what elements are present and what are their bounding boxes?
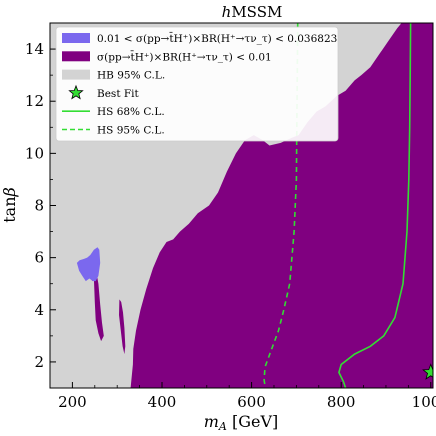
y-tick-label: 6 [34,249,44,267]
legend-star [68,84,84,100]
legend-swatch [62,51,90,62]
legend-label: σ(pp→t̄H⁺)×BR(H⁺→τν_τ) < 0.01 [97,50,272,63]
y-tick-label: 4 [34,301,44,319]
best-fit-marker [422,363,433,380]
hs-68-line [338,23,412,388]
best-fit-marker-layer [422,363,433,380]
sigma-low-main-region [130,23,433,388]
hs-95-line [263,23,299,388]
y-tick-label: 2 [34,353,44,371]
legend-box [55,26,339,142]
legend-label: HS 95% C.L. [97,125,165,137]
x-axis-label: mA [GeV] [204,412,279,433]
legend-swatch [62,33,90,43]
legend-item: HS 95% C.L. [62,125,165,137]
sigma-regions [76,23,433,388]
legend-item: HB 95% C.L. [62,69,165,82]
x-tick-label: 400 [148,393,177,411]
y-tick-label: 10 [25,144,44,162]
legend: 0.01 < σ(pp→t̄H⁺)×BR(H⁺→τν_τ) < 0.036823… [55,26,339,142]
x-tick-label: 200 [58,393,87,411]
sigma-low-island-3-region [119,299,126,355]
legend-label: Best Fit [97,88,140,100]
y-tick-label: 14 [25,40,44,58]
x-tick-label: 600 [237,393,266,411]
hs-contours [263,23,412,388]
x-tick-label: 1000 [412,393,436,411]
x-tick-label: 800 [327,393,356,411]
legend-item: HS 68% C.L. [62,106,165,118]
legend-swatch [62,69,90,80]
y-axis-label: tanβ [0,187,19,223]
chart-title: hMSSM [222,3,283,21]
y-tick-label: 12 [25,92,44,110]
legend-label: HB 95% C.L. [97,70,165,82]
x-axis: 200 400 600 800 1000 [49,382,436,411]
legend-item: σ(pp→t̄H⁺)×BR(H⁺→τν_τ) < 0.01 [62,50,272,63]
y-tick-label: 8 [34,197,44,215]
y-axis: 2 4 6 8 10 12 14 [25,22,56,389]
legend-label: HS 68% C.L. [97,106,165,118]
legend-item: 0.01 < σ(pp→t̄H⁺)×BR(H⁺→τν_τ) < 0.036823 [62,32,337,45]
legend-label: 0.01 < σ(pp→t̄H⁺)×BR(H⁺→τν_τ) < 0.036823 [97,32,337,45]
sigma-high-island-region [76,247,101,282]
legend-item: Best Fit [68,84,140,100]
